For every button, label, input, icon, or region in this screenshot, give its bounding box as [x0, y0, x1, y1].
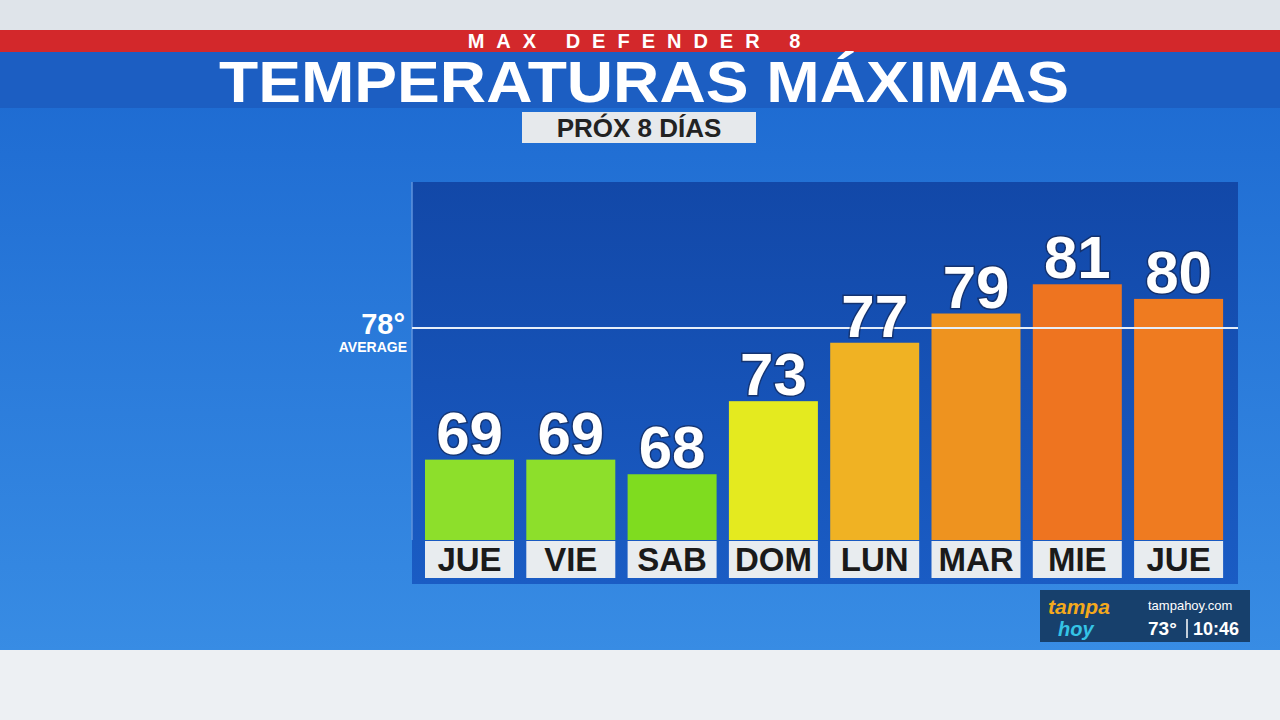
website: tampahoy.com	[1148, 598, 1232, 613]
background	[0, 0, 1280, 720]
x-label-box	[425, 541, 514, 578]
x-label-box	[932, 541, 1021, 578]
station-box	[1040, 590, 1250, 642]
x-tick-label: JUE	[437, 541, 501, 578]
brand-2: hoy	[1058, 618, 1094, 640]
x-label-box	[628, 541, 717, 578]
x-tick-label: LUN	[841, 541, 909, 578]
bar	[628, 474, 717, 540]
bar	[1033, 284, 1122, 540]
average-label: 78°	[361, 308, 405, 340]
data-label: 73	[740, 341, 807, 408]
data-label: 68	[639, 414, 706, 481]
data-label: 80	[1145, 239, 1212, 306]
bar	[1134, 299, 1223, 540]
data-label: 81	[1044, 224, 1111, 291]
x-tick-label: JUE	[1146, 541, 1210, 578]
chart-root: MAX DEFENDER 8TEMPERATURAS MÁXIMASPRÓX 8…	[0, 0, 1280, 720]
bar	[526, 460, 615, 540]
x-tick-label: DOM	[735, 541, 812, 578]
bar	[830, 343, 919, 540]
bottom-band	[0, 650, 1280, 720]
x-label-box	[830, 541, 919, 578]
top-band	[0, 0, 1280, 30]
subtitle: PRÓX 8 DÍAS	[557, 113, 722, 143]
time: 10:46	[1193, 619, 1239, 639]
bar	[425, 460, 514, 540]
bars	[412, 284, 1238, 540]
x-tick-label: MAR	[938, 541, 1013, 578]
data-label: 69	[436, 400, 503, 467]
bar	[729, 401, 818, 540]
data-label: 69	[537, 400, 604, 467]
data-labels: 69 69 68 73 77 79 81 80	[436, 224, 1212, 481]
x-tick-label: MIE	[1048, 541, 1107, 578]
average-line	[412, 327, 1238, 329]
title: TEMPERATURAS MÁXIMAS	[219, 49, 1069, 114]
x-label-box	[1134, 541, 1223, 578]
data-label: 79	[943, 254, 1010, 321]
x-label-box	[729, 541, 818, 578]
x-tick-labels: JUE VIE SAB DOM LUN MAR MIE JUE	[425, 541, 1223, 578]
data-label: 77	[841, 283, 908, 350]
plot-panel	[412, 182, 1238, 584]
x-tick-label: SAB	[637, 541, 707, 578]
average-note: AVERAGE	[339, 339, 407, 355]
subtitle-box	[522, 112, 756, 143]
bar	[932, 314, 1021, 540]
x-label-box	[526, 541, 615, 578]
y-axis-line	[411, 182, 413, 540]
separator	[1186, 619, 1188, 638]
brand-1: tampa	[1048, 595, 1110, 618]
x-label-box	[1033, 541, 1122, 578]
x-tick-label: VIE	[544, 541, 597, 578]
temperature: 73°	[1148, 618, 1177, 639]
